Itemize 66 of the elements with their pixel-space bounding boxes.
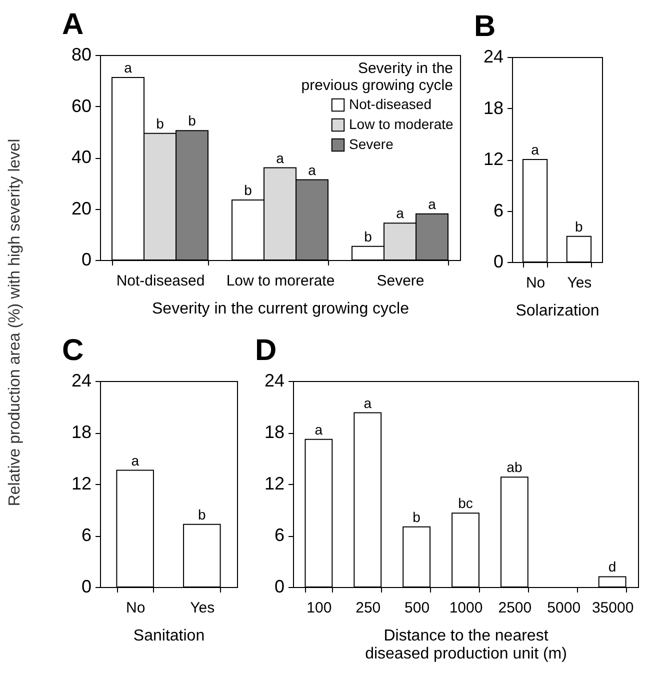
y-tick-label: 24 (483, 46, 504, 66)
x-tick-label: Low to morerate (226, 272, 335, 290)
y-tick-label: 6 (274, 525, 284, 545)
data-label: b (198, 506, 206, 522)
x-axis-title: Solarization (516, 302, 600, 320)
data-label: bc (458, 495, 473, 512)
x-tick-label: Not-diseased (116, 272, 205, 290)
data-label: a (314, 421, 323, 438)
y-tick-label: 18 (71, 422, 92, 442)
y-tick-label: 0 (81, 576, 92, 596)
data-label: a (308, 162, 316, 178)
data-label: b (575, 218, 584, 234)
data-label: b (156, 115, 164, 132)
y-tick-label: 12 (264, 474, 284, 494)
x-tick-label: Yes (567, 274, 592, 292)
x-tick-label: No (526, 274, 546, 292)
data-label: ab (506, 459, 522, 476)
x-tick-label: 250 (356, 600, 381, 616)
y-tick-label: 6 (493, 200, 504, 220)
data-label: a (124, 60, 132, 76)
y-tick-label: 24 (71, 370, 92, 390)
legend-label: Severe (349, 136, 394, 152)
data-label: d (608, 558, 616, 575)
y-tick-label: 80 (71, 44, 92, 64)
data-label: b (188, 112, 196, 129)
x-tick-label: 35000 (592, 600, 634, 616)
y-tick-label: 40 (71, 147, 92, 167)
chart-title: D (255, 334, 277, 367)
data-label: a (131, 452, 140, 468)
y-tick-label: 0 (81, 250, 92, 270)
x-tick-label: 5000 (547, 600, 581, 616)
x-tick-label: 1000 (449, 600, 483, 616)
x-tick-label: 2500 (498, 600, 532, 616)
y-tick-label: 0 (274, 576, 284, 596)
data-label: a (531, 142, 540, 158)
chart-title: C (62, 334, 84, 367)
x-tick-label: 100 (306, 600, 332, 616)
x-axis-title: Severity in the current growing cycle (152, 300, 410, 318)
x-tick-label: Severe (376, 272, 424, 290)
x-axis-title: Distance to the nearest diseased production unit (m) (365, 628, 567, 662)
data-label: b (244, 182, 252, 198)
legend-label: Low to moderate (349, 116, 454, 132)
chart-title: B (474, 10, 496, 43)
y-tick-label: 60 (71, 96, 92, 116)
data-label: a (364, 394, 372, 411)
legend-title: Severity in the previous growing cycle (301, 60, 453, 94)
x-tick-label: 500 (404, 600, 430, 616)
x-axis-title: Sanitation (133, 628, 205, 644)
data-label: b (364, 228, 372, 244)
x-tick-label: Yes (190, 600, 215, 616)
y-tick-label: 0 (493, 252, 504, 272)
y-tick-label: 18 (483, 98, 504, 118)
data-label: a (276, 150, 284, 166)
y-tick-label: 12 (483, 149, 504, 169)
data-label: a (428, 196, 436, 212)
y-tick-label: 6 (81, 525, 92, 545)
data-label: a (396, 205, 404, 222)
x-tick-label: No (126, 600, 146, 616)
data-label: b (412, 508, 421, 525)
y-axis-title: Relative production area (%) with high severity level (6, 138, 24, 506)
y-tick-label: 12 (71, 474, 92, 494)
y-tick-label: 18 (264, 422, 284, 442)
legend-label: Not-diseased (349, 96, 432, 112)
chart-title: A (62, 8, 84, 41)
y-tick-label: 24 (264, 370, 284, 390)
y-tick-label: 20 (71, 198, 92, 218)
